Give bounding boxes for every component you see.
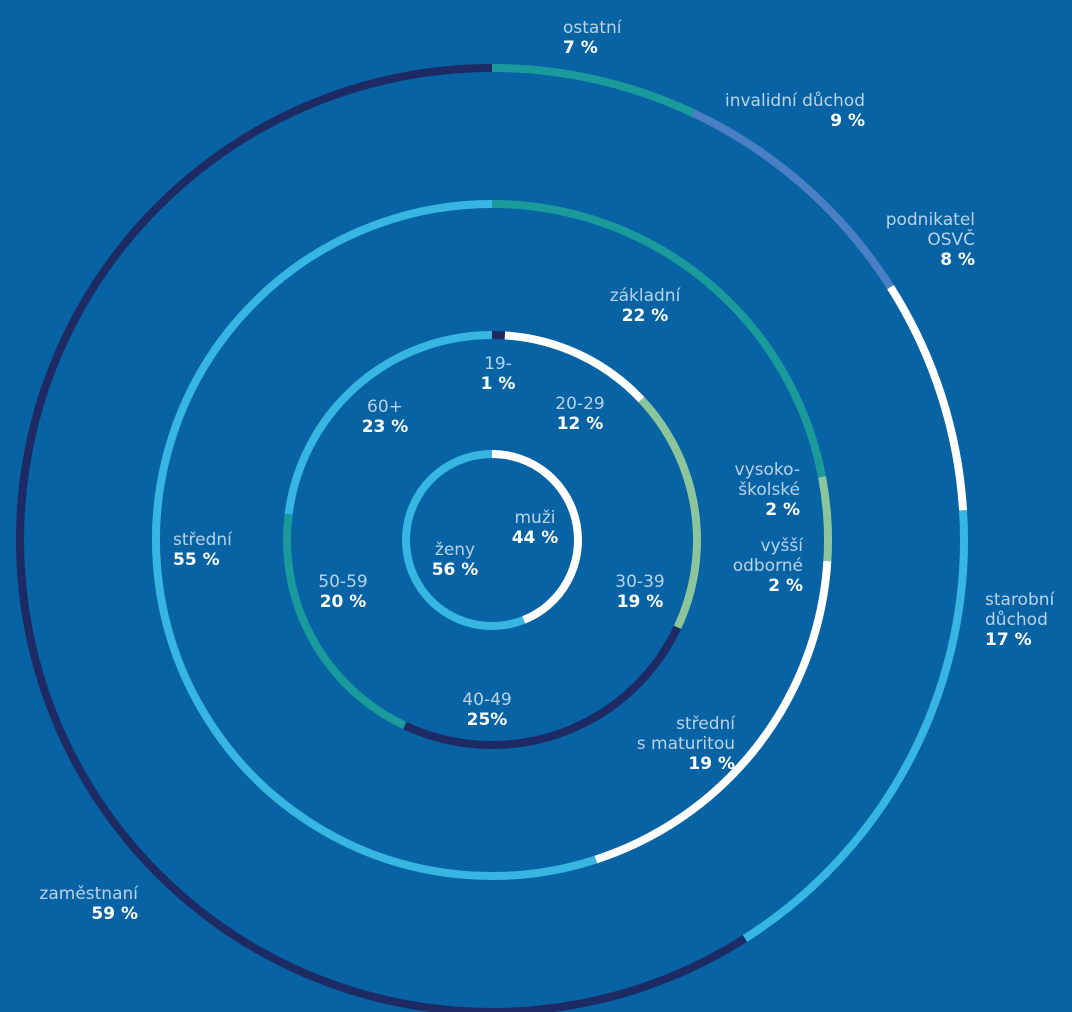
label-vyssi-odborne: vyšší odborné 2 % [732, 536, 803, 596]
label-age-30-39: 30-39 19 % [615, 572, 665, 612]
label-podnikatel-osvc: podnikatel OSVČ 8 % [885, 210, 975, 270]
arc-ring2-20-29 [504, 331, 645, 403]
label-stredni-s-maturitou: střední s maturitou 19 % [636, 714, 735, 774]
arc-ring1-zeny [402, 450, 526, 630]
arc-ring3-zakladni [491, 200, 826, 478]
label-vysokoskolske: vysoko-školské 2 % [734, 460, 800, 520]
label-zakladni: základní 22 % [609, 286, 681, 326]
arc-ring1-muzi [491, 450, 582, 624]
arc-ring4-invalidni-duchod [691, 109, 894, 290]
arc-ring3-vyssi-odborne [823, 518, 833, 562]
label-muzi: muži 44 % [511, 508, 559, 548]
label-stredni: střední 55 % [173, 530, 232, 570]
arc-ring2-40-49 [403, 625, 682, 749]
label-age-20-29: 20-29 12 % [555, 394, 605, 434]
arc-ring4-starobni-duchod [742, 510, 968, 942]
arc-ring4-podnikatel-osvc [887, 284, 968, 511]
label-zamestnani: zaměstnaní 59 % [39, 884, 138, 924]
arc-ring2-30-39 [638, 396, 701, 629]
arc-ring2-60 [284, 331, 493, 515]
label-age-60: 60+ 23 % [361, 397, 409, 437]
label-invalidni-duchod: invalidní důchod 9 % [725, 91, 865, 131]
arc-ring2-50-59 [283, 513, 407, 730]
label-zeny: ženy 56 % [431, 540, 479, 580]
label-ostatni: ostatní 7 % [563, 18, 622, 58]
label-starobni-duchod: starobní důchod 17 % [985, 590, 1055, 650]
label-age-40-49: 40-49 25% [462, 690, 512, 730]
arc-ring3-vysoko-skolske [818, 476, 832, 520]
arc-ring3-stredni-s-maturitou [594, 560, 832, 864]
arc-ring4-ostatni [491, 64, 695, 117]
arc-ring3-stredni [151, 200, 598, 880]
arc-ring4-zamestnani [15, 64, 748, 1012]
label-age-50-59: 50-59 20 % [318, 572, 368, 612]
label-age-19: 19- 1 % [480, 354, 516, 394]
